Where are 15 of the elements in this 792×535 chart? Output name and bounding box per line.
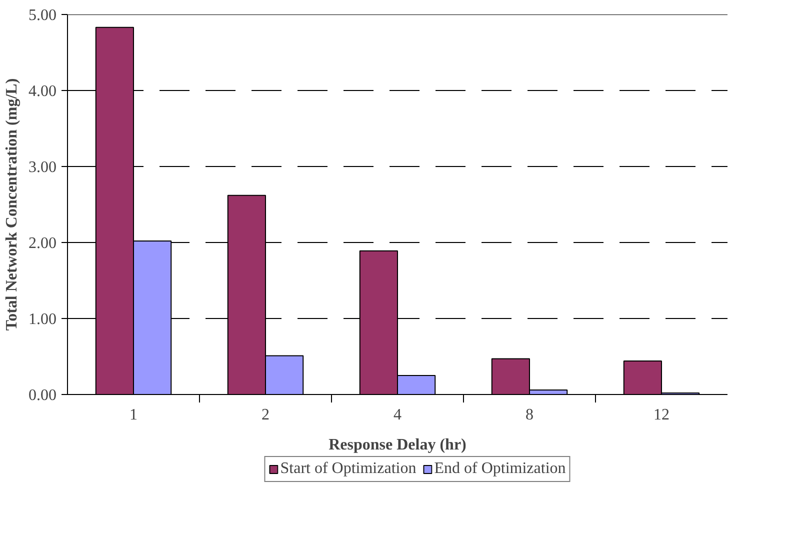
y-tick-label: 2.00 xyxy=(28,235,56,252)
x-tick-label: 4 xyxy=(394,406,402,424)
legend-label: Start of Optimization xyxy=(280,460,416,478)
y-tick-label: 0.00 xyxy=(28,387,56,404)
y-tick-label: 5.00 xyxy=(28,7,56,24)
y-axis-title: Total Network Concentration (mg/L) xyxy=(4,78,20,331)
y-tick-label: 4.00 xyxy=(28,83,56,100)
y-tick-label: 3.00 xyxy=(28,159,56,176)
x-tick-label: 12 xyxy=(654,406,670,424)
x-tick-label: 8 xyxy=(526,406,534,424)
x-axis-title: Response Delay (hr) xyxy=(328,436,466,454)
y-tick-label: 1.00 xyxy=(28,311,56,328)
legend-label: End of Optimization xyxy=(434,460,566,478)
x-tick-label: 1 xyxy=(130,406,138,424)
x-tick-label: 2 xyxy=(262,406,270,424)
